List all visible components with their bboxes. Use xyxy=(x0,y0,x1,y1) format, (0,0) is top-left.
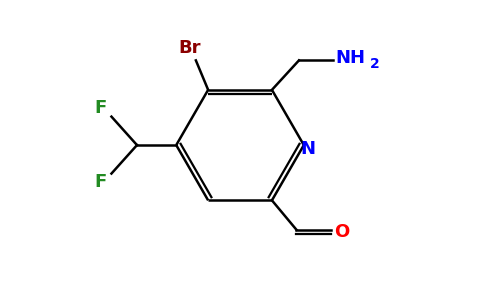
Text: O: O xyxy=(334,223,349,241)
Text: 2: 2 xyxy=(370,57,380,71)
Text: N: N xyxy=(300,140,315,158)
Text: Br: Br xyxy=(179,39,201,57)
Text: NH: NH xyxy=(336,50,366,68)
Text: F: F xyxy=(94,173,107,191)
Text: F: F xyxy=(94,99,107,117)
